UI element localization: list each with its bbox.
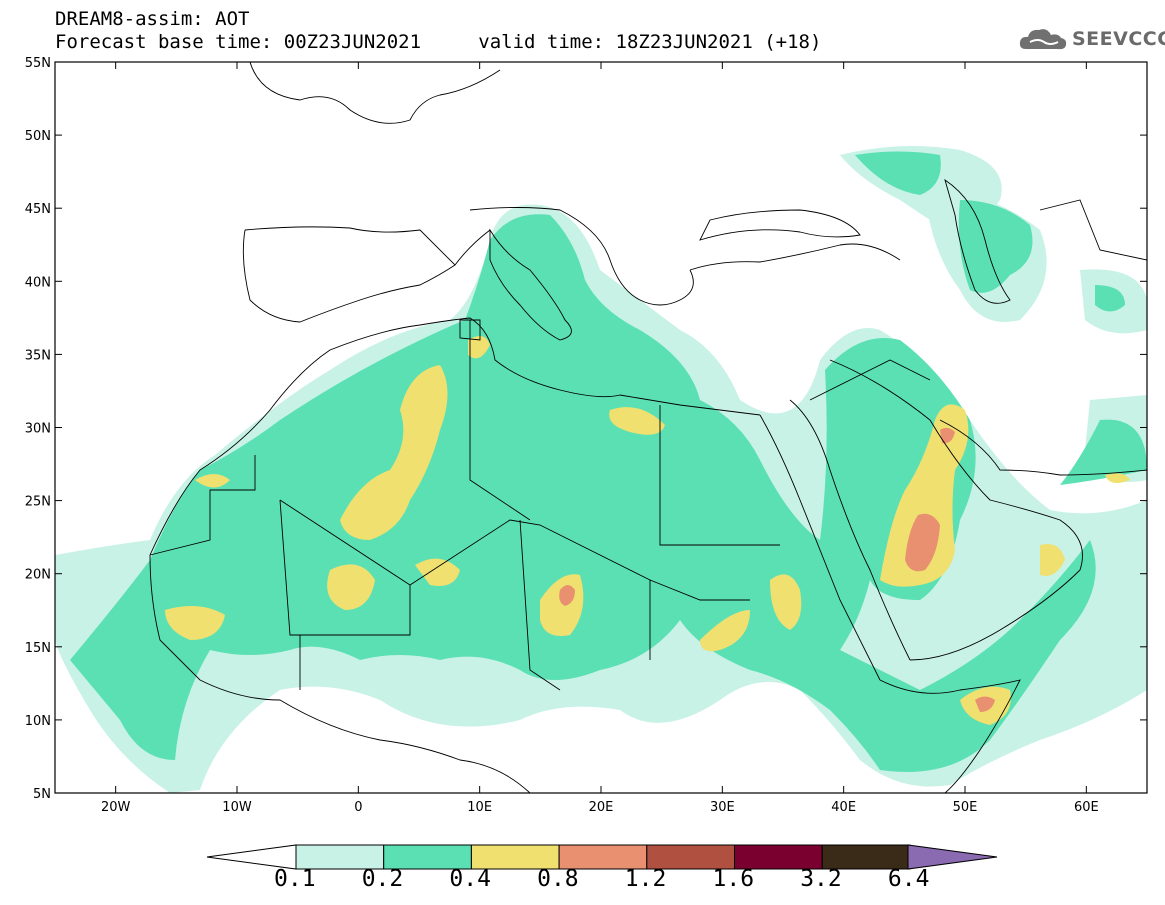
lon-tick-label: 0 (354, 800, 362, 815)
colorbar-swatch (470, 844, 560, 870)
colorbar-level-label: 1.2 (624, 866, 667, 892)
lat-tick-label: 5N (33, 787, 51, 802)
time-info: Forecast base time: 00Z23JUN2021 valid t… (55, 31, 821, 53)
lon-tick-label: 10E (467, 800, 492, 815)
model-title: DREAM8-assim: AOT (55, 8, 250, 30)
lon-tick-label: 40E (831, 800, 856, 815)
colorbar-swatch (646, 844, 735, 870)
colorbar-level-label: 0.2 (361, 866, 404, 892)
colorbar-level-label: 0.8 (537, 866, 579, 892)
aot-0.8-1.2-region (559, 427, 995, 712)
base-time: Forecast base time: 00Z23JUN2021 (55, 31, 422, 53)
colorbar-swatch (734, 844, 823, 870)
lon-tick-label: 20E (589, 800, 614, 815)
axis-tick-labels: 55N 50N 45N 40N 35N 30N 25N 20N 15N 10N 5N 20W 10W 0 1… (25, 56, 1099, 815)
valid-time: valid time: 18Z23JUN2021 (+18) (478, 31, 822, 53)
colorbar-level-label: 3.2 (800, 866, 842, 892)
lon-tick-label: 10W (222, 800, 252, 815)
lat-tick-label: 45N (25, 202, 51, 217)
coastlines-borders (149, 62, 1147, 793)
cloud-icon (1019, 29, 1067, 50)
colorbar-swatch (558, 844, 648, 870)
lat-tick-label: 10N (25, 714, 51, 729)
lat-tick-label: 35N (25, 348, 51, 363)
colorbar-swatch (383, 844, 472, 870)
lat-tick-label: 15N (25, 641, 51, 656)
lon-tick-label: 50E (953, 800, 978, 815)
colorbar-level-label: 0.1 (274, 866, 316, 892)
axis-ticks (55, 61, 1147, 794)
lat-tick-label: 20N (25, 568, 51, 583)
lat-tick-label: 50N (25, 129, 51, 144)
lon-tick-label: 60E (1074, 800, 1099, 815)
lon-tick-label: 30E (710, 800, 735, 815)
logo-text: SEEVCCC (1072, 28, 1165, 50)
lat-tick-label: 55N (25, 56, 51, 71)
colorbar-level-label: 1.6 (712, 866, 755, 892)
lat-tick-label: 40N (25, 275, 51, 290)
lon-tick-label: 20W (101, 800, 131, 815)
seevccc-logo: SEEVCCC (1018, 24, 1165, 54)
colorbar-level-label: 6.4 (887, 866, 930, 892)
lat-tick-label: 25N (25, 495, 51, 510)
colorbar-high-extend (907, 844, 998, 870)
aot-0.4-0.8-region (165, 336, 1130, 725)
aot-0.2-0.4-region (70, 151, 1147, 772)
lat-tick-label: 30N (25, 422, 51, 437)
colorbar (206, 844, 998, 870)
aot-field (55, 146, 1147, 793)
colorbar-level-label: 0.4 (449, 866, 491, 892)
